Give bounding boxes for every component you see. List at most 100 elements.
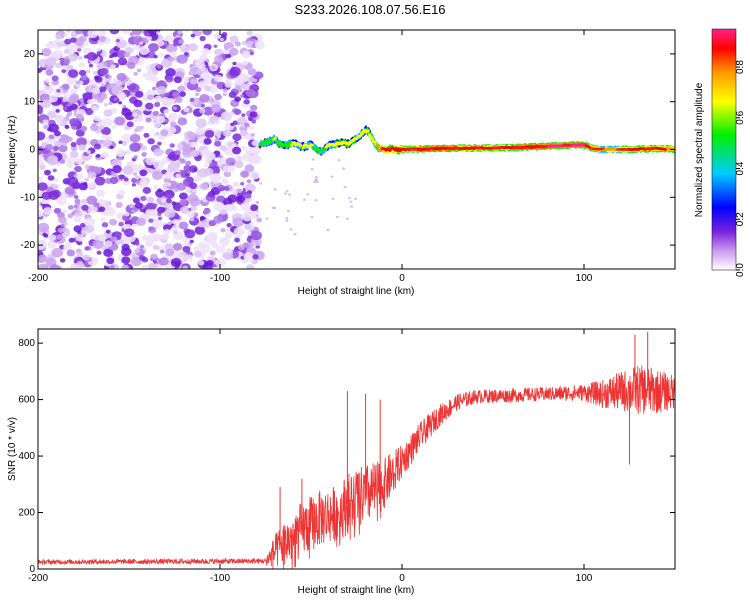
noise-blob [179,206,189,214]
noise-blob [160,233,170,241]
chart-title: S233.2026.108.07.56.E16 [294,2,445,17]
noise-blob [233,227,245,237]
ridge-cell [278,144,283,148]
noise-blob [210,98,215,102]
noise-blob [53,130,61,137]
noise-blob [222,129,232,137]
noise-blob [146,196,155,204]
noise-blob [289,228,293,231]
noise-blob [237,244,246,251]
noise-blob [234,160,244,169]
noise-blob [40,99,52,109]
noise-blob [74,198,81,204]
noise-blob [55,109,60,113]
noise-blob [135,125,143,131]
noise-blob [43,207,53,215]
noise-blob [203,137,212,145]
noise-blob [126,121,134,128]
noise-blob [73,215,82,223]
ridge-cell [315,146,319,150]
noise-blob [38,67,43,73]
noise-blob [162,36,169,42]
ridge-cell [273,136,277,140]
noise-blob [192,174,201,181]
noise-blob [38,250,42,254]
noise-blob [201,148,212,158]
noise-blob [197,168,209,178]
x-tick-label: -100 [210,273,230,284]
noise-blob [133,172,138,176]
noise-blob [55,34,62,40]
noise-blob [61,69,67,74]
noise-blob [60,223,65,228]
noise-blob [204,85,211,92]
noise-blob [182,245,191,253]
colorbar-tick-label: 0.8 [735,60,746,74]
noise-blob [56,89,61,93]
noise-blob [153,148,164,157]
noise-blob [213,129,222,137]
noise-blob [67,52,79,62]
noise-blob [176,182,186,191]
spectrogram-x-label: Height of straight line (km) [298,286,415,297]
noise-blob [273,188,277,191]
noise-blob [84,177,90,182]
noise-blob [49,264,61,269]
noise-blob [220,145,227,152]
noise-blob [285,219,289,222]
noise-blob [152,171,163,180]
noise-blob [156,39,165,47]
noise-blob [165,248,175,257]
noise-blob [103,103,108,107]
noise-blob [251,258,259,265]
noise-blob [47,155,59,165]
noise-blob [129,32,134,36]
ridge-peak [405,147,417,151]
noise-blob [211,66,216,70]
noise-blob [95,154,101,158]
noise-blob [158,52,165,58]
noise-blob [246,179,252,184]
noise-blob [118,189,126,196]
noise-blob [181,141,187,146]
noise-blob [153,184,158,189]
noise-blob [195,127,205,136]
noise-blob [249,51,254,56]
noise-blob [47,175,55,181]
noise-blob [349,200,353,204]
noise-blob [101,134,107,139]
noise-blob [69,118,80,127]
x-tick-label: -200 [28,573,48,584]
noise-blob [105,229,111,234]
noise-blob [166,198,172,204]
noise-blob [335,215,339,219]
noise-blob [160,150,165,154]
noise-blob [116,212,123,218]
noise-blob [92,70,98,75]
noise-blob [162,224,172,232]
noise-blob [101,151,110,159]
x-tick-label: 0 [399,573,405,584]
noise-blob [157,141,162,146]
noise-blob [195,118,207,128]
noise-blob [310,215,314,219]
noise-blob [70,103,78,110]
noise-blob [310,167,314,171]
noise-blob [73,195,79,199]
noise-blob [199,108,206,114]
noise-blob [214,48,223,56]
noise-blob [148,262,156,269]
noise-blob [236,195,246,203]
noise-blob [93,115,101,122]
noise-blob [141,256,149,263]
noise-blob [106,257,115,265]
noise-blob [118,174,125,180]
y-tick-label: 800 [18,338,35,349]
noise-blob [225,50,230,55]
noise-blob [158,257,169,266]
noise-blob [99,85,107,92]
noise-blob [246,30,253,36]
noise-blob [66,249,76,257]
noise-blob [250,230,262,241]
noise-blob [59,159,66,164]
